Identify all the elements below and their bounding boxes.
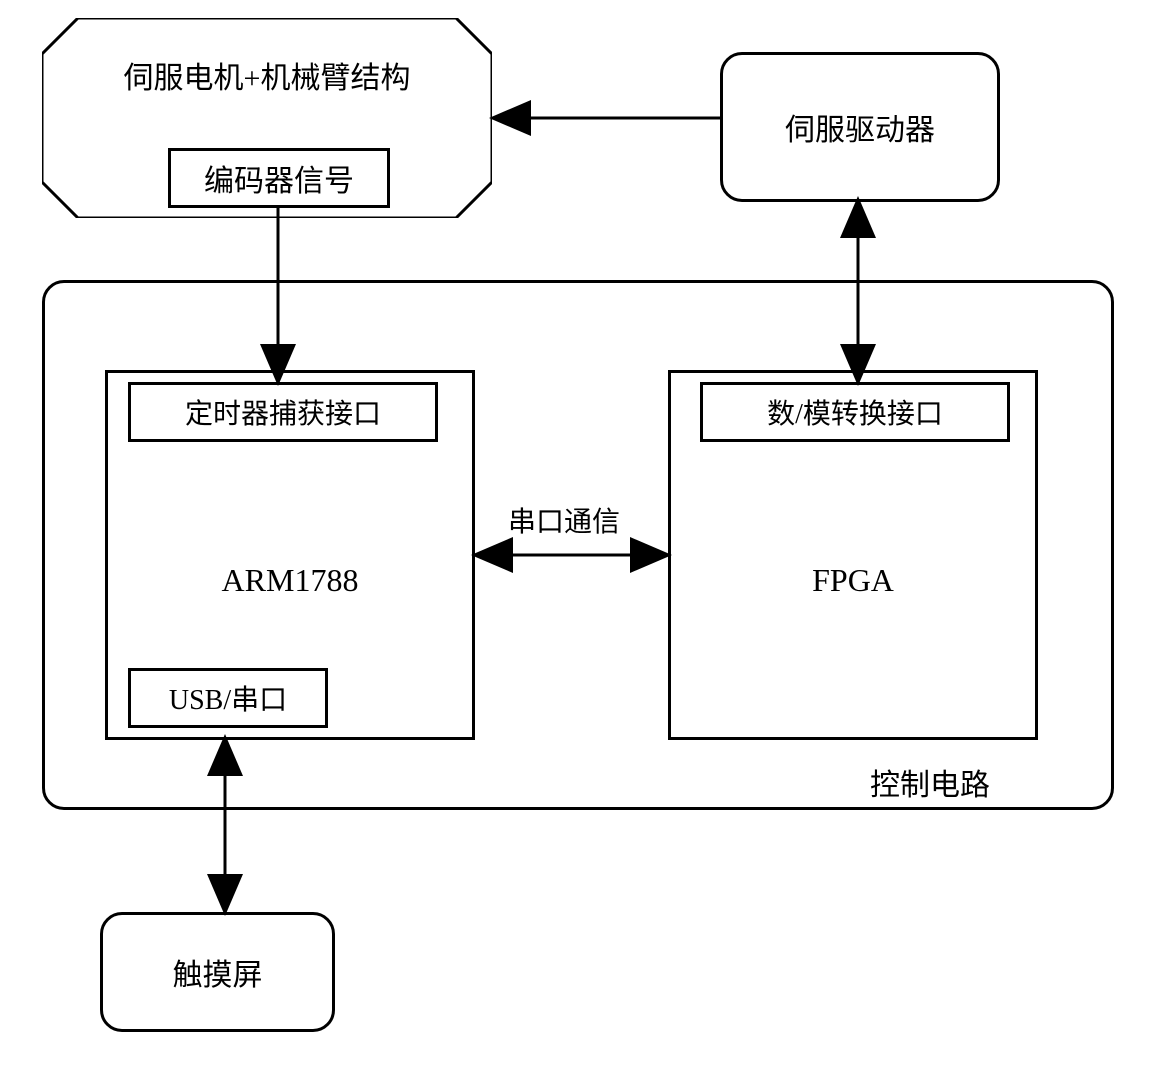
touchscreen-box: 触摸屏 (100, 912, 335, 1032)
arm1788-label: ARM1788 (222, 562, 359, 599)
timer-capture-box: 定时器捕获接口 (128, 382, 438, 442)
servo-motor-arm-label: 伺服电机+机械臂结构 (42, 53, 492, 97)
touchscreen-label: 触摸屏 (173, 950, 263, 994)
dac-interface-box: 数/模转换接口 (700, 382, 1010, 442)
timer-capture-label: 定时器捕获接口 (185, 392, 381, 432)
encoder-signal-label: 编码器信号 (204, 156, 354, 200)
serial-comm-label: 串口通信 (508, 500, 620, 540)
dac-interface-label: 数/模转换接口 (767, 392, 943, 432)
servo-driver-label: 伺服驱动器 (785, 105, 935, 149)
control-circuit-label: 控制电路 (870, 760, 990, 804)
servo-driver-box: 伺服驱动器 (720, 52, 1000, 202)
fpga-label: FPGA (812, 562, 894, 599)
encoder-signal-box: 编码器信号 (168, 148, 390, 208)
usb-serial-box: USB/串口 (128, 668, 328, 728)
usb-serial-label: USB/串口 (169, 678, 287, 718)
